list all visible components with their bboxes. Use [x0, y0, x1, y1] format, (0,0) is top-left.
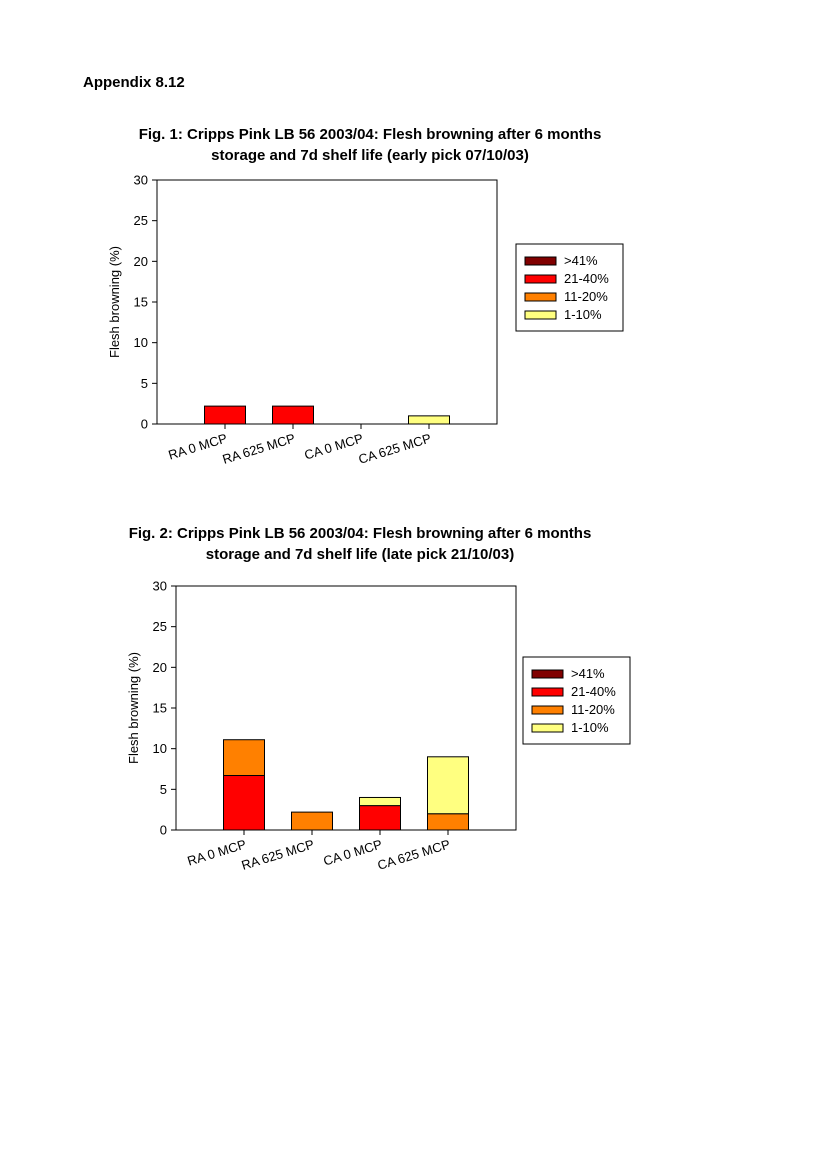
y-axis-label: Flesh browning (%) [107, 246, 122, 358]
y-tick-label: 10 [153, 741, 167, 756]
y-tick-label: 0 [141, 417, 148, 432]
legend-label: >41% [564, 253, 598, 268]
chart-title-line: Fig. 1: Cripps Pink LB 56 2003/04: Flesh… [138, 126, 602, 143]
legend-swatch [524, 292, 557, 302]
y-tick-label: 5 [160, 782, 167, 797]
y-tick-label: 20 [153, 660, 167, 675]
x-tick-label: RA 625 MCP [240, 837, 316, 873]
y-tick-label: 30 [153, 579, 167, 594]
bar-segment [427, 813, 469, 831]
legend-swatch [531, 723, 564, 733]
legend-swatch [524, 310, 557, 320]
bar-segment [427, 756, 469, 815]
chart-title: Fig. 2: Cripps Pink LB 56 2003/04: Flesh… [70, 523, 650, 565]
appendix-heading: Appendix 8.12 [83, 74, 185, 91]
bar-segment [223, 739, 265, 777]
legend-swatch [524, 274, 557, 284]
bar-segment [359, 805, 401, 831]
legend-label: 1-10% [571, 720, 609, 735]
legend-label: 21-40% [564, 271, 609, 286]
y-axis-label: Flesh browning (%) [126, 652, 141, 764]
legend-swatch [531, 669, 564, 679]
y-tick-label: 20 [134, 254, 148, 269]
x-tick-label: CA 625 MCP [376, 837, 452, 873]
chart-title: Fig. 1: Cripps Pink LB 56 2003/04: Flesh… [80, 124, 660, 166]
x-tick-label: CA 0 MCP [321, 837, 383, 869]
legend-label: 21-40% [571, 684, 616, 699]
x-tick-label: RA 0 MCP [185, 837, 247, 869]
y-tick-label: 25 [153, 619, 167, 634]
y-tick-label: 10 [134, 335, 148, 350]
bar-segment [359, 796, 401, 807]
legend-label: >41% [571, 666, 605, 681]
legend-label: 1-10% [564, 307, 602, 322]
chart-title-line: storage and 7d shelf life (late pick 21/… [205, 546, 515, 563]
bar-segment [223, 775, 265, 831]
y-tick-label: 5 [141, 376, 148, 391]
chart-title-line: storage and 7d shelf life (early pick 07… [211, 147, 529, 164]
y-tick-label: 25 [134, 213, 148, 228]
legend-swatch [531, 687, 564, 697]
y-tick-label: 0 [160, 823, 167, 838]
y-tick-label: 30 [134, 173, 148, 188]
y-tick-label: 15 [153, 701, 167, 716]
y-tick-label: 15 [134, 295, 148, 310]
legend-swatch [524, 256, 557, 266]
chart-title-line: Fig. 2: Cripps Pink LB 56 2003/04: Flesh… [128, 525, 592, 542]
bar-segment [291, 811, 333, 831]
bar-segment [272, 405, 314, 425]
legend-label: 11-20% [564, 289, 608, 304]
legend-swatch [531, 705, 564, 715]
bar-segment [204, 405, 246, 425]
legend-label: 11-20% [571, 702, 615, 717]
bar-segment [408, 415, 450, 425]
